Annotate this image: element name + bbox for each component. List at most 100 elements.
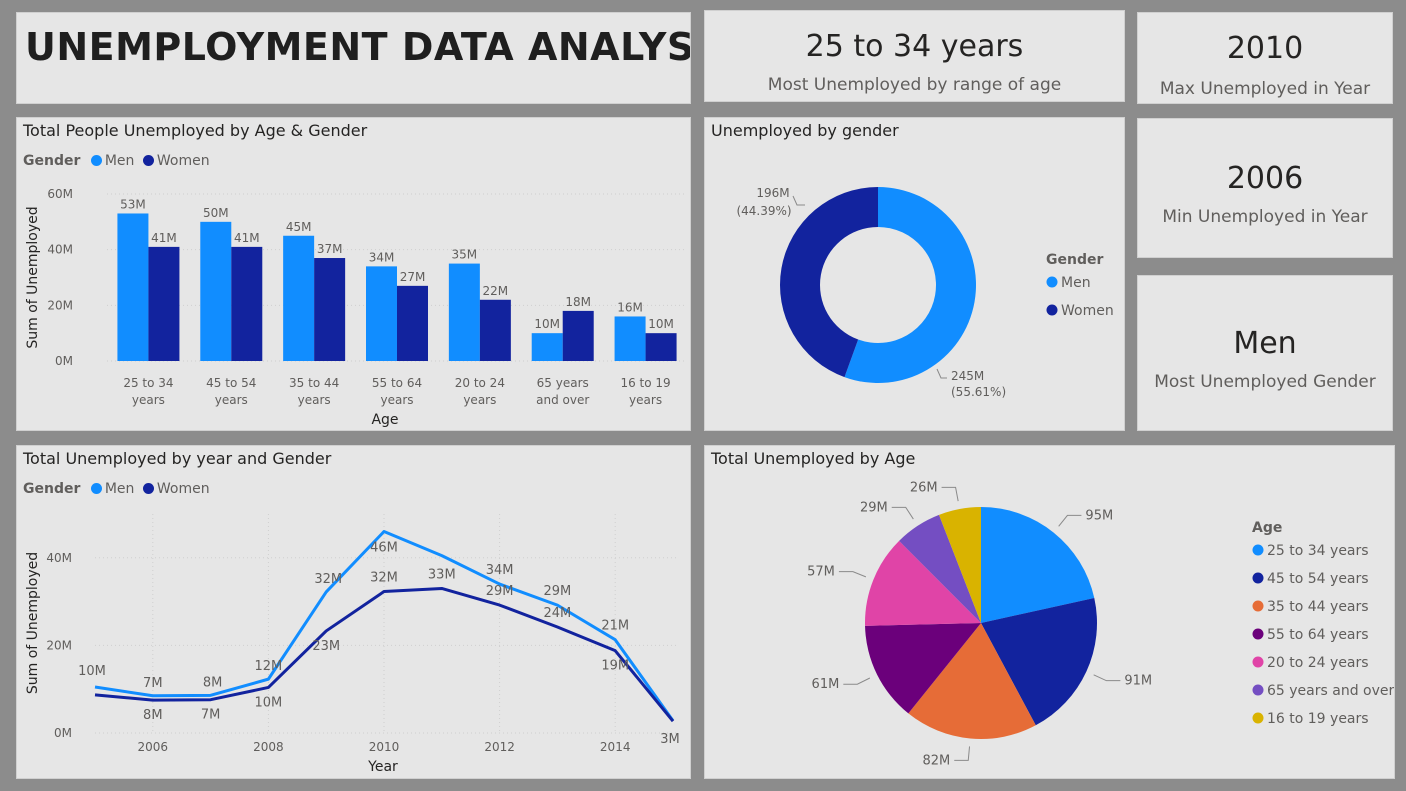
card-most-unemployed-age[interactable]: 25 to 34 years Most Unemployed by range … (704, 10, 1125, 102)
donut-slice-men (844, 187, 976, 383)
x-tick-label: years (132, 393, 165, 407)
bar-chart[interactable]: 0M 20M 40M 60M Sum of Unemployed Age 53M 41M 25 … (17, 118, 691, 431)
x-tick-label: years (215, 393, 248, 407)
data-label: 19M (601, 659, 629, 674)
x-axis-label: Age (371, 412, 398, 428)
pie-slice (981, 507, 1095, 623)
bar-women (314, 258, 346, 361)
card-value: 2006 (1226, 161, 1304, 196)
leader-line (843, 677, 871, 685)
bar-men (448, 263, 480, 361)
data-label: 32M (314, 572, 342, 587)
data-label: 16M (617, 300, 643, 314)
data-label: 46M (370, 541, 398, 556)
y-axis-label: Sum of Unemployed (25, 552, 41, 694)
legend-women-label[interactable]: Women (156, 153, 210, 169)
data-label: 34M (369, 250, 395, 264)
data-label: 34M (486, 563, 514, 578)
legend-label: Men (1061, 275, 1091, 291)
data-label: 45M (286, 220, 312, 234)
x-tick-label: years (380, 393, 413, 407)
leader-line (891, 506, 914, 520)
data-label: 26M (910, 480, 938, 495)
data-label: 8M (203, 675, 223, 690)
title-panel: UNEMPLOYMENT DATA ANALYSIS (16, 12, 691, 104)
x-tick-label: 65 years (537, 376, 589, 390)
legend-men-marker (90, 483, 102, 494)
data-label: 3M (660, 732, 680, 747)
x-tick-label: and over (536, 393, 589, 407)
leader-line (1058, 514, 1082, 527)
y-tick-label: 40M (47, 243, 73, 257)
x-tick-label: 2008 (253, 740, 284, 754)
pie-slice (899, 514, 981, 623)
data-label: 18M (565, 295, 591, 309)
card-min-year[interactable]: 2006 Min Unemployed in Year (1137, 118, 1393, 258)
x-tick-label: 45 to 54 (206, 376, 256, 390)
pie-chart-panel[interactable]: Total Unemployed by Age 95M 91M 82M 61M 57M 2… (704, 445, 1395, 779)
bar-women (231, 246, 263, 361)
legend-marker (1252, 628, 1264, 640)
card-value: Men (1233, 326, 1297, 361)
y-tick-label: 0M (55, 354, 73, 368)
data-label: 41M (151, 231, 177, 245)
data-label: 91M (1124, 674, 1152, 689)
legend-men-label[interactable]: Men (104, 481, 135, 497)
legend-marker (1252, 600, 1264, 612)
bar-chart-panel[interactable]: Total People Unemployed by Age & Gender … (16, 117, 691, 431)
line-chart-panel[interactable]: Total Unemployed by year and Gender Gend… (16, 445, 691, 779)
line-chart[interactable]: 0M 20M 40M 2006 2008 2010 2012 2014 Sum of Unemp… (17, 446, 691, 779)
legend-label: 55 to 64 years (1267, 627, 1369, 643)
legend-title: Age (1252, 520, 1282, 536)
y-tick-label: 60M (47, 187, 73, 201)
pie-slice (939, 507, 981, 623)
legend-title: Gender (23, 481, 81, 497)
leader-line (941, 486, 959, 502)
card-label: Most Unemployed by range of age (767, 75, 1062, 95)
x-tick-label: 20 to 24 (455, 376, 505, 390)
leader-line (954, 746, 971, 761)
pie-slice (908, 623, 1036, 739)
x-tick-label: 25 to 34 (123, 376, 173, 390)
data-label: 82M (922, 753, 950, 768)
data-label: 10M (648, 317, 674, 331)
legend-women-label[interactable]: Women (156, 481, 210, 497)
data-label: 7M (201, 708, 221, 723)
card-label: Most Unemployed Gender (1154, 372, 1376, 392)
pie-slice (865, 540, 981, 626)
card-label: Min Unemployed in Year (1162, 207, 1368, 227)
donut-chart[interactable]: 245M (55.61%) 196M (44.39%) Gender Men Women (705, 118, 1125, 431)
bar-men (614, 316, 646, 361)
card-max-year[interactable]: 2010 Max Unemployed in Year (1137, 12, 1393, 104)
x-tick-label: years (629, 393, 662, 407)
data-label: 29M (544, 584, 572, 599)
pie-slice (865, 623, 981, 714)
data-label: 29M (486, 584, 514, 599)
chart-title: Total Unemployed by Age (711, 449, 916, 468)
legend-marker (1252, 572, 1264, 584)
data-label-percent: (44.39%) (736, 204, 791, 218)
bar-men (117, 213, 149, 361)
data-label: 33M (428, 567, 456, 582)
data-label: 22M (483, 284, 509, 298)
card-label: Max Unemployed in Year (1159, 79, 1371, 99)
pie-chart[interactable]: 95M 91M 82M 61M 57M 29M 26M Age 25 to 34 years 45… (705, 446, 1395, 779)
donut-chart-panel[interactable]: Unemployed by gender 245M (55.61%) 196M (44… (704, 117, 1125, 431)
y-tick-label: 20M (47, 298, 73, 312)
leader-line (936, 368, 947, 379)
legend-women-marker (142, 155, 154, 166)
data-label: 61M (812, 677, 840, 692)
data-label: 23M (312, 639, 340, 654)
legend-label: 45 to 54 years (1267, 571, 1369, 587)
legend-title: Gender (23, 153, 81, 169)
bar-women (397, 285, 428, 361)
data-label: 95M (1085, 508, 1113, 523)
legend-men-label[interactable]: Men (104, 153, 135, 169)
data-label: 57M (807, 565, 835, 580)
legend-label: 65 years and over (1267, 683, 1394, 699)
card-most-unemployed-gender[interactable]: Men Most Unemployed Gender (1137, 275, 1393, 431)
line-women (94, 586, 675, 723)
legend-marker (1252, 656, 1264, 668)
x-tick-label: 2006 (138, 740, 169, 754)
x-tick-label: 2012 (484, 740, 515, 754)
